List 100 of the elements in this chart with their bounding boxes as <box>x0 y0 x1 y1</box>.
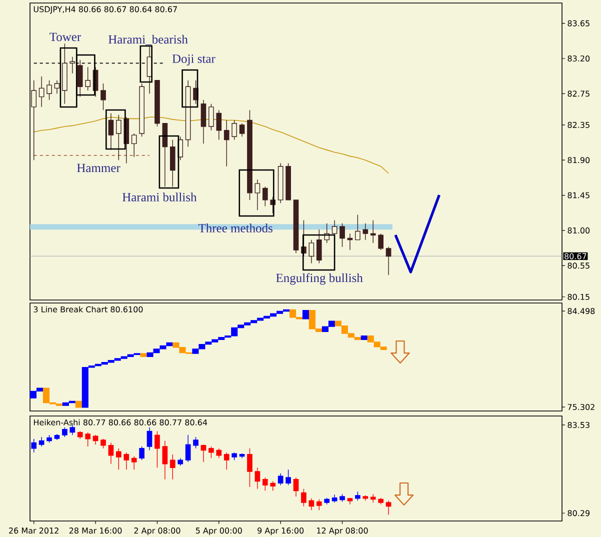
candlestick <box>70 56 76 74</box>
candlestick <box>293 200 299 254</box>
candlestick <box>85 432 90 447</box>
candlestick <box>70 424 76 436</box>
annotation: Hammer <box>77 164 120 172</box>
candlestick <box>208 446 214 459</box>
candlestick <box>286 469 291 486</box>
candlestick <box>116 114 122 160</box>
candlestick <box>162 123 168 188</box>
candlestick <box>340 223 345 248</box>
y-tick-label: 80.55 <box>568 262 590 269</box>
candlestick <box>362 223 368 240</box>
candlestick <box>170 454 176 480</box>
candlestick <box>46 434 52 444</box>
candlestick <box>370 220 376 244</box>
candlestick <box>239 123 245 137</box>
candlestick <box>200 444 206 462</box>
candlestick <box>378 498 384 505</box>
candlestick <box>77 60 83 98</box>
candlestick <box>232 120 237 140</box>
candlestick <box>378 233 384 250</box>
x-tick-label: 28 Mar 16:00 <box>69 528 122 534</box>
candlestick <box>216 110 222 140</box>
candlestick <box>270 480 276 492</box>
y-tick-label: 84.498 <box>568 308 595 314</box>
y-tick-label: 75.302 <box>568 404 594 410</box>
candlestick <box>38 436 44 447</box>
candlestick <box>139 446 144 460</box>
candlestick <box>370 494 376 503</box>
candlestick <box>247 110 252 200</box>
candlestick <box>302 310 310 320</box>
candlestick <box>46 80 52 100</box>
candlestick <box>75 400 82 408</box>
annotation: Engulfing bullish <box>276 273 363 285</box>
annotation: Tower <box>50 32 81 42</box>
candlestick <box>316 498 322 510</box>
candlestick <box>85 66 90 91</box>
candlestick <box>308 239 314 264</box>
candlestick <box>324 498 330 505</box>
chart-title: USDJPY,H4 80.66 80.67 80.64 80.67 <box>34 6 177 14</box>
x-tick-label: 2 Apr 08:00 <box>134 528 180 536</box>
candlestick <box>308 498 314 510</box>
candlestick <box>247 448 252 488</box>
candlestick <box>100 83 106 110</box>
candlestick <box>216 448 222 459</box>
candlestick <box>316 229 322 264</box>
candlestick <box>293 477 299 497</box>
candlestick <box>208 103 214 131</box>
candlestick <box>92 434 98 445</box>
candlestick <box>278 473 284 486</box>
y-tick-label: 80.29 <box>568 510 590 516</box>
candlestick <box>146 427 152 451</box>
x-tick-label: 9 Apr 16:00 <box>258 528 304 536</box>
y-tick-label: 81.45 <box>568 192 590 198</box>
candlestick <box>170 139 176 188</box>
candlestick <box>38 76 44 108</box>
candlestick <box>239 453 245 459</box>
candlestick <box>162 440 168 480</box>
candlestick <box>54 434 60 440</box>
annotation: Harami bullish <box>122 192 197 202</box>
candlestick <box>139 83 144 137</box>
candlestick <box>154 430 160 468</box>
annotation: Harami_bearish <box>108 34 188 46</box>
candlestick <box>340 494 345 502</box>
candlestick <box>362 495 368 501</box>
candlestick <box>124 452 130 470</box>
annotation: Doji star <box>172 54 216 66</box>
candlestick <box>178 458 184 466</box>
candlestick <box>140 353 147 357</box>
candlestick <box>254 467 260 490</box>
candlestick <box>254 179 260 210</box>
candlestick <box>131 133 137 158</box>
candlestick <box>62 427 68 438</box>
candlestick <box>347 233 353 250</box>
y-tick-label: 81.00 <box>568 227 590 234</box>
y-tick-label: 83.65 <box>568 20 590 26</box>
annotation: Three methods <box>198 224 272 232</box>
y-tick-label: 83.53 <box>568 422 590 428</box>
x-tick-label: 5 Apr 00:00 <box>196 528 242 536</box>
y-tick-label: 82.35 <box>568 122 590 128</box>
candlestick <box>386 246 392 276</box>
y-tick-label: 83.20 <box>568 55 590 62</box>
candlestick <box>224 452 230 470</box>
candlestick <box>386 500 392 516</box>
y-tick-label: 82.75 <box>568 90 590 97</box>
candlestick <box>108 112 114 150</box>
y-tick-label: 80.15 <box>568 294 590 300</box>
chart-title: 3 Line Break Chart 80.6100 <box>34 306 143 312</box>
candlestick <box>360 336 368 340</box>
candlestick <box>31 80 37 160</box>
candlestick <box>62 43 68 104</box>
candlestick <box>232 452 237 460</box>
candlestick <box>54 80 60 94</box>
candlestick <box>355 491 360 501</box>
candlestick <box>154 80 160 127</box>
candlestick <box>332 494 338 503</box>
candlestick <box>77 430 83 440</box>
candlestick <box>286 162 291 200</box>
y-tick-label: 81.90 <box>568 157 590 164</box>
candlestick <box>185 80 191 148</box>
